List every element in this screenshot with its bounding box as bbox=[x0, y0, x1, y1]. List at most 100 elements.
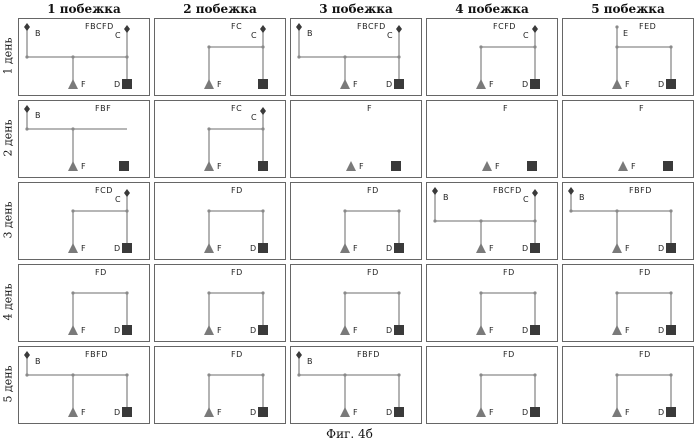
node-label-f: F bbox=[625, 80, 630, 89]
node-label-d: D bbox=[522, 244, 528, 253]
goal-square-icon bbox=[666, 243, 676, 253]
row-header: 1 день bbox=[0, 16, 16, 96]
goal-square-icon bbox=[666, 79, 676, 89]
sequence-code: FBCFD bbox=[85, 22, 114, 31]
goal-square-icon bbox=[530, 407, 540, 417]
node-label-b: B bbox=[35, 111, 41, 120]
node-label-f: F bbox=[353, 244, 358, 253]
node-label-b: B bbox=[307, 357, 313, 366]
path-node bbox=[615, 291, 618, 294]
node-label-d: D bbox=[250, 408, 256, 417]
column-header: 5 побежка bbox=[560, 2, 696, 16]
sequence-code: FCD bbox=[95, 186, 113, 195]
maze-panel: FBFDBFD bbox=[290, 346, 422, 424]
path-node bbox=[71, 209, 74, 212]
maze-panel: FCCF bbox=[154, 100, 286, 178]
node-label-f: F bbox=[81, 162, 86, 171]
goal-square-icon bbox=[258, 161, 268, 171]
maze-panel: FBCFDBCFD bbox=[290, 18, 422, 96]
node-label-d: D bbox=[522, 408, 528, 417]
start-triangle-icon bbox=[346, 161, 356, 171]
path-node bbox=[569, 209, 572, 212]
goal-square-icon bbox=[666, 407, 676, 417]
node-label-d: D bbox=[250, 326, 256, 335]
sequence-code: FBCFD bbox=[357, 22, 386, 31]
goal-square-icon bbox=[394, 407, 404, 417]
sequence-code: FBF bbox=[95, 104, 111, 113]
goal-square-icon bbox=[530, 243, 540, 253]
start-triangle-icon bbox=[612, 325, 622, 335]
column-header: 2 побежка bbox=[152, 2, 288, 16]
node-label-d: D bbox=[250, 244, 256, 253]
node-label-f: F bbox=[625, 326, 630, 335]
path-node bbox=[297, 373, 300, 376]
maze-panel: FBFDBFD bbox=[562, 182, 694, 260]
node-label-d: D bbox=[114, 244, 120, 253]
goal-square-icon bbox=[258, 79, 268, 89]
start-triangle-icon bbox=[612, 79, 622, 89]
path-node bbox=[397, 291, 400, 294]
goal-square-icon bbox=[391, 161, 401, 171]
node-label-f: F bbox=[353, 326, 358, 335]
node-label-f: F bbox=[495, 162, 500, 171]
start-triangle-icon bbox=[340, 79, 350, 89]
start-triangle-icon bbox=[68, 243, 78, 253]
goal-square-icon bbox=[122, 407, 132, 417]
maze-panel: FCFDCFD bbox=[426, 18, 558, 96]
node-label-d: D bbox=[114, 80, 120, 89]
node-label-d: D bbox=[522, 80, 528, 89]
goal-square-icon bbox=[122, 79, 132, 89]
sequence-code: FD bbox=[95, 268, 107, 277]
node-label-f: F bbox=[81, 408, 86, 417]
start-triangle-icon bbox=[476, 407, 486, 417]
sequence-code: FBFD bbox=[85, 350, 108, 359]
node-label-e: E bbox=[623, 29, 628, 38]
path-node bbox=[71, 291, 74, 294]
start-triangle-icon bbox=[68, 407, 78, 417]
path-node bbox=[25, 55, 28, 58]
goal-square-icon bbox=[530, 325, 540, 335]
node-label-b: B bbox=[35, 29, 41, 38]
maze-panel: FBFBF bbox=[18, 100, 150, 178]
maze-panel: FDFD bbox=[154, 182, 286, 260]
start-triangle-icon bbox=[204, 243, 214, 253]
node-c-marker bbox=[260, 107, 266, 115]
maze-panel: FDFD bbox=[562, 264, 694, 342]
path-node bbox=[71, 127, 74, 130]
node-c-marker bbox=[396, 25, 402, 33]
start-triangle-icon bbox=[482, 161, 492, 171]
path-node bbox=[669, 45, 672, 48]
maze-panel: FBCFDBCFD bbox=[18, 18, 150, 96]
figure-caption: Фиг. 4б bbox=[0, 427, 699, 441]
sequence-code: FD bbox=[639, 350, 651, 359]
column-header: 1 побежка bbox=[16, 2, 152, 16]
path-node bbox=[397, 373, 400, 376]
row-header-label: 3 день bbox=[2, 201, 15, 238]
node-label-d: D bbox=[386, 326, 392, 335]
start-triangle-icon bbox=[68, 325, 78, 335]
goal-square-icon bbox=[122, 243, 132, 253]
row-header-label: 5 день bbox=[2, 365, 15, 402]
node-label-d: D bbox=[386, 80, 392, 89]
path-node bbox=[25, 373, 28, 376]
goal-square-icon bbox=[119, 161, 129, 171]
goal-square-icon bbox=[527, 161, 537, 171]
node-label-b: B bbox=[307, 29, 313, 38]
maze-panel: FDFD bbox=[154, 264, 286, 342]
path-node bbox=[397, 209, 400, 212]
path-node bbox=[343, 209, 346, 212]
maze-panel: FDFD bbox=[290, 182, 422, 260]
node-label-f: F bbox=[625, 244, 630, 253]
node-c-marker bbox=[532, 189, 538, 197]
start-triangle-icon bbox=[612, 407, 622, 417]
start-triangle-icon bbox=[204, 79, 214, 89]
node-label-d: D bbox=[658, 408, 664, 417]
node-b-marker bbox=[296, 351, 302, 359]
goal-square-icon bbox=[258, 407, 268, 417]
node-b-marker bbox=[568, 187, 574, 195]
path-node bbox=[615, 209, 618, 212]
start-triangle-icon bbox=[618, 161, 628, 171]
node-label-d: D bbox=[522, 326, 528, 335]
maze-panel: FBFDBFD bbox=[18, 346, 150, 424]
